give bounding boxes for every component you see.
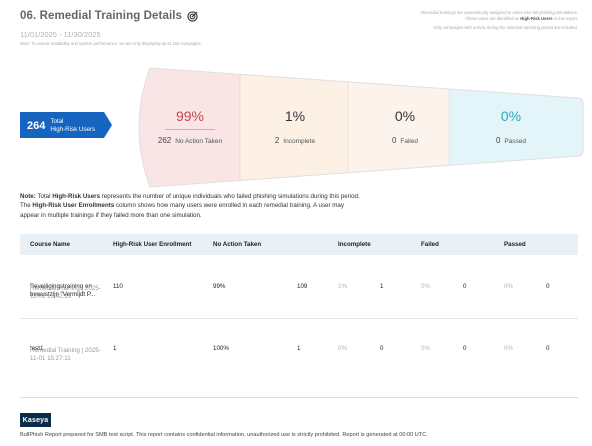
total-label: Total High-Risk Users [50,118,96,134]
report-info-line2: These users are identified as High-Risk … [465,16,578,22]
total-high-risk-users: 264 Total High-Risk Users [27,118,95,134]
page-title: 06. Remedial Training Details [20,10,198,22]
footer-divider [20,397,578,398]
stage-count: 0 Passed [495,136,527,145]
kaseya-logo: Kaseya [20,413,51,427]
passed-count-cell: 0 [546,283,550,290]
col-failed: Failed [421,241,439,248]
passed-pct-cell: 0% [504,283,513,290]
failed-count-cell: 0 [463,345,467,352]
incomplete-count-cell: 0 [380,345,384,352]
noaction-pct-cell: 100% [213,345,229,352]
target-icon [187,10,198,22]
passed-pct-cell: 0% [504,345,513,352]
page-title-text: 06. Remedial Training Details [20,10,183,22]
stage-failed: 0% 0 Failed [355,60,455,195]
display-limit-note: Note: To ensure readability and system p… [20,41,201,46]
noaction-count-cell: 1 [297,345,301,352]
noaction-pct-cell: 99% [213,283,226,290]
incomplete-pct-cell: 1% [338,283,347,290]
failed-pct-cell: 0% [421,345,430,352]
noaction-count-cell: 109 [297,283,308,290]
stage-passed: 0% 0 Passed [461,60,561,195]
funnel-graphic [20,67,584,188]
stage-pct: 0% [394,108,416,124]
report-info-note: Remedial trainings are automatically ass… [348,10,578,31]
failed-count-cell: 0 [463,283,467,290]
footer-text: BullPhish Report prepared for SMB test s… [20,432,428,438]
funnel-segment-incomplete [240,68,348,187]
col-no-action: No Action Taken [213,241,262,248]
stage-pct: 99% [175,108,205,124]
training-funnel [0,60,592,195]
total-count: 264 [27,120,46,133]
stage-count: 0 Failed [391,136,419,145]
report-info-line1: Remedial trainings are automatically ass… [421,10,578,15]
report-info-line3: Only campaigns with activity during the … [433,25,578,31]
col-enrollment: High-Risk User Enrollment [113,241,192,248]
incomplete-count-cell: 1 [380,283,384,290]
enroll-cell: 1 [113,345,117,352]
date-range: 11/01/2025 - 11/30/2025 [20,30,101,39]
stage-pct: 0% [500,108,522,124]
table-header: Course Name High-Risk User Enrollment No… [20,234,578,255]
stage-pct: 1% [284,108,306,124]
col-passed: Passed [504,241,526,248]
stage-no-action: 99% 262 No Action Taken [140,60,240,195]
stage-count: 262 No Action Taken [157,136,223,145]
col-course-name: Course Name [30,241,70,248]
col-incomplete: Incomplete [338,241,371,248]
definition-note: Note: Total High-Risk Users represents t… [20,193,360,219]
stage-incomplete: 1% 2 Incomplete [245,60,345,195]
passed-count-cell: 0 [546,345,550,352]
enroll-cell: 110 [113,283,123,290]
funnel-segment-no-action [139,68,240,187]
failed-pct-cell: 0% [421,283,430,290]
table-row: test1 Remedial Training | 2025-11-01 15:… [30,345,550,363]
training-table: Course Name High-Risk User Enrollment No… [20,234,578,383]
stage-underline [165,129,215,130]
stage-count: 2 Incomplete [274,136,316,145]
incomplete-pct-cell: 0% [338,345,347,352]
total-users-arrow [20,112,112,138]
table-row: Beveiligingstraining en bewustzijn "Verm… [20,255,578,319]
